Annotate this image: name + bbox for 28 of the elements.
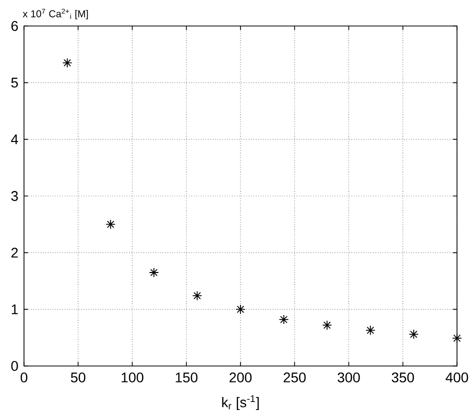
point xyxy=(408,329,419,340)
x-tick-label: 400 xyxy=(446,372,468,382)
y-tick-label: 0 xyxy=(11,361,18,371)
point xyxy=(452,333,462,344)
x-tick-label: 250 xyxy=(284,372,306,382)
y-tick-label: 3 xyxy=(11,191,18,201)
x-tick-label: 0 xyxy=(20,372,28,382)
x-tick-label: 100 xyxy=(122,372,144,382)
point xyxy=(148,268,159,278)
y-axis-title: x 10$^{7}$ Ca$^{2+}$$_{i}$ [M] xyxy=(22,8,88,20)
y-tick-label: 1 xyxy=(12,304,18,314)
x-axis-title: k$_{r}$ [s$^{-1}$] xyxy=(222,395,259,410)
point xyxy=(192,290,202,301)
point xyxy=(278,314,289,324)
x-tick-label: 150 xyxy=(176,372,198,382)
point xyxy=(236,304,246,314)
point xyxy=(106,219,116,230)
point xyxy=(322,320,332,330)
x-tick-label: 50 xyxy=(70,372,86,382)
y-tick-label: 6 xyxy=(11,21,18,31)
point xyxy=(365,325,376,336)
x-tick-label: 200 xyxy=(230,372,252,382)
y-tick-label: 5 xyxy=(11,78,18,88)
point xyxy=(62,58,72,68)
y-tick-label: 4 xyxy=(11,134,18,144)
x-tick-label: 350 xyxy=(392,372,414,382)
x-tick-label: 300 xyxy=(338,372,360,382)
y-tick-label: 2 xyxy=(11,248,18,258)
